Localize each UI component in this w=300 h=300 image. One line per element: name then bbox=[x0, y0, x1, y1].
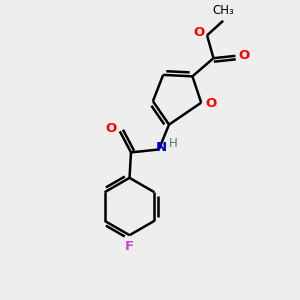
Text: O: O bbox=[205, 97, 216, 110]
Text: N: N bbox=[156, 141, 167, 154]
Text: CH₃: CH₃ bbox=[212, 4, 234, 17]
Text: O: O bbox=[238, 49, 249, 62]
Text: H: H bbox=[168, 136, 177, 149]
Text: O: O bbox=[106, 122, 117, 136]
Text: O: O bbox=[193, 26, 205, 39]
Text: F: F bbox=[125, 240, 134, 253]
